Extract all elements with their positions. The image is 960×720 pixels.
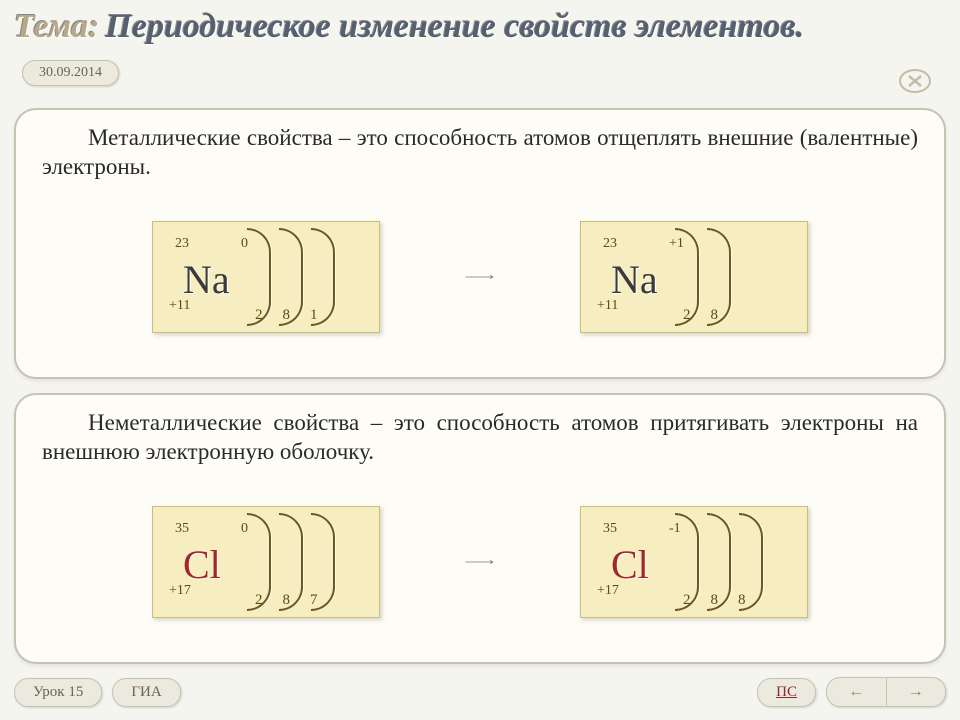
atom-mass: 23 bbox=[175, 236, 189, 252]
atom-z: +17 bbox=[169, 583, 191, 599]
nav-next[interactable]: → bbox=[887, 678, 946, 706]
diagram-row-na: Na230+11281 Na23+1+1128 bbox=[42, 188, 918, 368]
atom-symbol: Cl bbox=[611, 541, 649, 588]
content: Металлические свойства – это способность… bbox=[14, 108, 946, 664]
shell-electron-counts: 287 bbox=[255, 592, 318, 609]
panel-metallic: Металлические свойства – это способность… bbox=[14, 108, 946, 379]
nav-prev[interactable]: ← bbox=[827, 678, 887, 706]
lesson-pill[interactable]: Урок 15 bbox=[14, 678, 102, 707]
shell-electron-counts: 28 bbox=[683, 307, 718, 324]
title-bar: Тема: Периодическое изменение свойств эл… bbox=[0, 0, 960, 56]
arrow-icon bbox=[420, 275, 540, 279]
panel-nonmetallic-text: Неметаллические свойства – это способнос… bbox=[42, 409, 918, 467]
shell-electron-counts: 288 bbox=[683, 592, 746, 609]
atom-symbol: Cl bbox=[183, 541, 221, 588]
diagram-row-cl: Cl350+17287 Cl35-1+17288 bbox=[42, 473, 918, 653]
arrow-icon bbox=[420, 560, 540, 564]
atom-z: +11 bbox=[169, 298, 190, 314]
atom-z: +17 bbox=[597, 583, 619, 599]
close-icon[interactable] bbox=[894, 66, 936, 96]
atom-mass: 23 bbox=[603, 236, 617, 252]
atom-symbol: Na bbox=[183, 256, 230, 303]
ps-link[interactable]: ПС bbox=[757, 678, 816, 707]
nav-group: ← → bbox=[826, 677, 946, 707]
panel-metallic-text: Металлические свойства – это способность… bbox=[42, 124, 918, 182]
title-label: Тема: bbox=[14, 8, 99, 46]
atom-na-neutral: Na230+11281 bbox=[152, 221, 380, 333]
atom-na-cation: Na23+1+1128 bbox=[580, 221, 808, 333]
atom-cl-anion: Cl35-1+17288 bbox=[580, 506, 808, 618]
atom-mass: 35 bbox=[175, 521, 189, 537]
panel-nonmetallic: Неметаллические свойства – это способнос… bbox=[14, 393, 946, 664]
atom-cl-neutral: Cl350+17287 bbox=[152, 506, 380, 618]
title-main: Периодическое изменение свойств элементо… bbox=[105, 8, 804, 46]
date-pill: 30.09.2014 bbox=[22, 60, 119, 86]
atom-symbol: Na bbox=[611, 256, 658, 303]
atom-mass: 35 bbox=[603, 521, 617, 537]
footer: Урок 15 ГИА ПС ← → bbox=[14, 674, 946, 710]
gia-pill[interactable]: ГИА bbox=[112, 678, 180, 707]
atom-z: +11 bbox=[597, 298, 618, 314]
shell-electron-counts: 281 bbox=[255, 307, 318, 324]
